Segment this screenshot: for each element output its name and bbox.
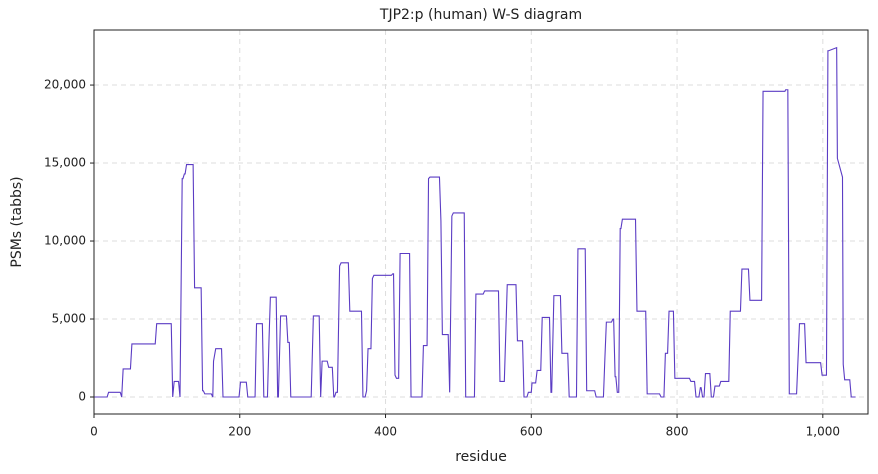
x-tick-label: 400 <box>374 425 397 439</box>
data-line <box>94 46 856 398</box>
x-tick-label: 800 <box>666 425 689 439</box>
plot-frame <box>93 29 869 415</box>
y-tick-label: 0 <box>78 389 86 403</box>
x-axis-label: residue <box>455 449 507 465</box>
y-tick-label: 10,000 <box>44 234 86 248</box>
y-tick-label: 20,000 <box>44 78 86 92</box>
x-tick-label: 200 <box>228 425 251 439</box>
y-tick-label: 5,000 <box>52 312 86 326</box>
x-tick-label: 1,000 <box>806 425 840 439</box>
x-tick-label: 600 <box>520 425 543 439</box>
x-tick-label: 0 <box>90 425 98 439</box>
chart-title: TJP2:p (human) W-S diagram <box>379 7 582 23</box>
y-axis-label: PSMs (tabbs) <box>9 176 25 267</box>
y-tick-label: 15,000 <box>44 156 86 170</box>
